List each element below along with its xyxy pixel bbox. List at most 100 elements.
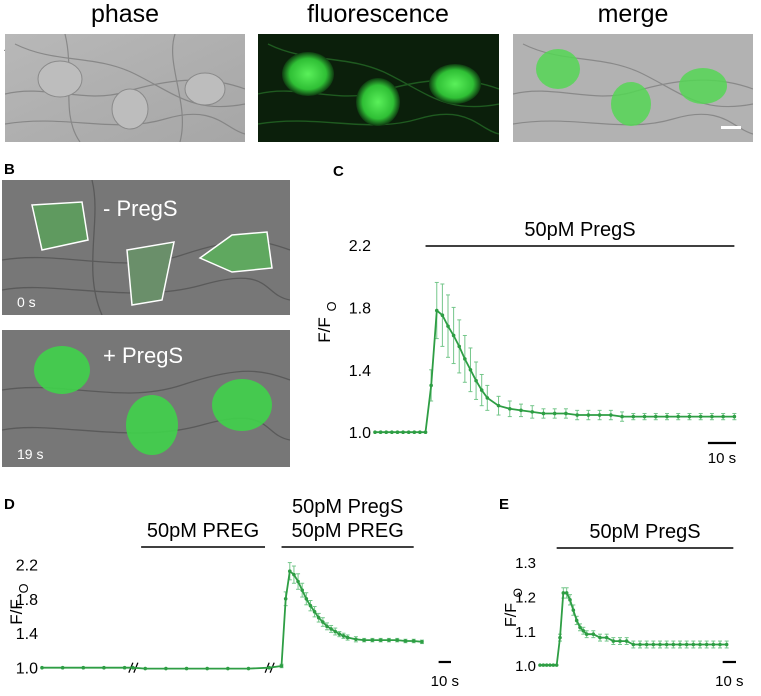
data-point [362, 638, 366, 642]
data-point [164, 666, 168, 671]
data-point [597, 413, 602, 417]
data-point [378, 638, 383, 642]
data-point [631, 642, 636, 647]
data-point [205, 666, 209, 671]
data-point [691, 642, 696, 647]
data-point [420, 640, 424, 644]
data-point [568, 598, 572, 602]
data-point [611, 639, 616, 643]
plus-pregs-label: + PregS [103, 343, 184, 368]
panel-b-letter: B [4, 161, 15, 178]
data-point [642, 414, 647, 419]
data-point [584, 632, 589, 636]
data-point [292, 572, 296, 577]
data-point [296, 579, 300, 584]
data-point [507, 407, 512, 411]
data-point [412, 430, 417, 435]
minus-pregs-label: - PregS [103, 196, 178, 221]
data-point [341, 634, 346, 638]
data-point [468, 368, 473, 372]
data-point [541, 663, 546, 667]
data-point [620, 414, 624, 419]
data-point [395, 430, 400, 435]
data-point [564, 411, 568, 416]
data-point [434, 308, 439, 313]
data-point [574, 618, 579, 623]
data-point [411, 639, 416, 643]
y-axis-label-text: F/F [503, 603, 520, 627]
data-point [440, 313, 445, 318]
data-point [457, 344, 462, 349]
data-line [42, 569, 423, 670]
data-point [40, 665, 44, 670]
data-point [581, 628, 586, 633]
y-axis-label-d: F/F O [7, 583, 31, 624]
data-point [122, 665, 127, 670]
data-point [184, 666, 189, 671]
data-point [474, 378, 478, 383]
data-point [687, 414, 692, 419]
fluorescence-title: fluorescence [307, 0, 449, 28]
data-line [540, 592, 727, 666]
data-point [658, 642, 662, 647]
data-point [333, 629, 338, 634]
data-point [651, 642, 656, 647]
y-tick-label-e: 1.1 [515, 624, 536, 641]
data-point [463, 357, 467, 361]
data-point [558, 635, 562, 640]
data-point [676, 414, 681, 419]
data-point [624, 639, 629, 643]
merge-image [513, 34, 753, 142]
data-point [373, 430, 377, 435]
data-point [586, 413, 591, 417]
data-point [279, 664, 284, 668]
data-point [337, 632, 342, 636]
data-point [378, 430, 383, 435]
time-scale-label: 10 s [708, 450, 736, 467]
data-point [604, 635, 609, 640]
data-point [575, 413, 579, 417]
data-point [423, 430, 428, 435]
data-point [390, 430, 394, 435]
micro-after-image [2, 330, 290, 467]
data-point [384, 430, 389, 435]
data-point [721, 414, 725, 419]
y-tick-label-c: 2.2 [349, 238, 371, 255]
data-point [519, 408, 523, 413]
treatment-label: 50pM PregS [589, 521, 700, 543]
data-point [544, 663, 549, 667]
y-tick-label-e: 1.2 [515, 589, 536, 606]
y-axis-label-subscript: O [324, 301, 339, 311]
data-point [403, 639, 408, 643]
y-tick-label-d: 1.8 [16, 592, 38, 609]
data-point [671, 642, 676, 647]
data-point [354, 637, 358, 642]
data-point [300, 588, 304, 592]
data-point [548, 663, 552, 667]
scale-bar [721, 126, 741, 129]
data-point [653, 414, 658, 419]
data-point [325, 624, 329, 629]
data-point [345, 635, 350, 640]
data-point [131, 665, 135, 670]
data-point [609, 413, 613, 417]
data-point [304, 596, 309, 601]
y-tick-label-d: 2.2 [16, 557, 38, 574]
data-point [496, 403, 501, 408]
data-point [446, 324, 450, 328]
time-scale-label: 10 s [431, 673, 459, 690]
merge-title: merge [597, 0, 669, 28]
data-point [591, 632, 596, 636]
y-axis-label-subscript: O [511, 588, 525, 597]
fluorescence-image [258, 34, 499, 142]
y-tick-label-c: 1.0 [349, 425, 371, 442]
data-point [711, 642, 716, 647]
data-point [81, 665, 86, 670]
y-axis-label-c: F/F O [315, 301, 339, 342]
time-19s-label: 19 s [17, 446, 44, 462]
data-point [451, 333, 456, 338]
data-point [732, 414, 737, 419]
y-axis-label-text: F/F [315, 317, 334, 343]
data-point [698, 642, 702, 647]
